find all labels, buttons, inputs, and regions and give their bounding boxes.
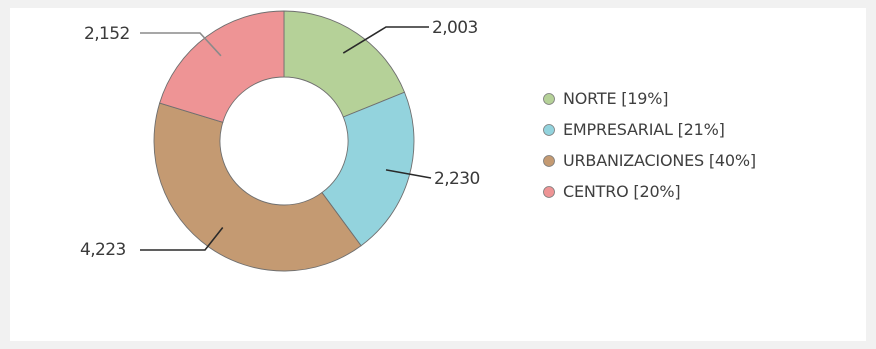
leader-line-empresarial (385, 169, 432, 179)
leader-line-centro (140, 32, 222, 57)
leader-line-norte (342, 26, 429, 54)
slice-empresarial (321, 91, 415, 247)
legend-swatch-empresarial (543, 124, 555, 136)
slice-urbanizaciones (153, 102, 362, 272)
value-labels: 2,003 2,230 4,223 2,152 (80, 18, 480, 260)
value-label-norte: 2,003 (432, 18, 478, 38)
slice-norte (283, 10, 406, 118)
legend-label-empresarial: EMPRESARIAL [21%] (563, 120, 725, 139)
legend-label-urbanizaciones: URBANIZACIONES [40%] (563, 151, 756, 170)
legend-swatch-norte (543, 93, 555, 105)
legend: NORTE [19%] EMPRESARIAL [21%] URBANIZACI… (543, 89, 756, 201)
value-label-centro: 2,152 (84, 24, 130, 44)
value-label-urbanizaciones: 4,223 (80, 240, 126, 260)
slice-centro (159, 10, 285, 123)
donut-slices (153, 10, 415, 272)
legend-swatch-urbanizaciones (543, 155, 555, 167)
chart-panel (10, 8, 866, 341)
legend-label-centro: CENTRO [20%] (563, 182, 680, 201)
legend-label-norte: NORTE [19%] (563, 89, 668, 108)
legend-swatch-centro (543, 186, 555, 198)
value-label-empresarial: 2,230 (434, 169, 480, 189)
leader-line-urbanizaciones (140, 227, 224, 251)
leader-lines (140, 26, 432, 251)
